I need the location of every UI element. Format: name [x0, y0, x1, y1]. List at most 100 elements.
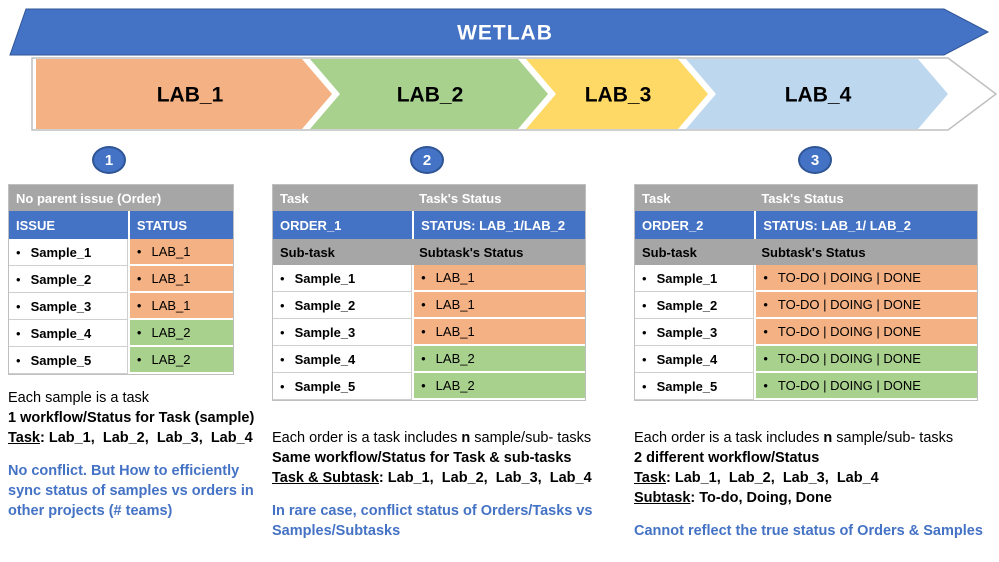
order1-status-cell: STATUS: LAB_1/LAB_2: [412, 211, 585, 239]
status-cell: • TO-DO | DOING | DONE: [754, 373, 977, 400]
bullet: •: [642, 351, 647, 367]
sample-label: Sample_4: [656, 351, 718, 367]
bullet: •: [280, 324, 285, 340]
status-label: TO-DO | DOING | DONE: [777, 270, 921, 285]
note-line: Each order is a task includes n sample/s…: [272, 428, 617, 448]
table-row: • Sample_4 • TO-DO | DOING | DONE: [635, 346, 977, 373]
note-line: Task: Lab_1, Lab_2, Lab_3, Lab_4: [634, 468, 984, 488]
status-cell: • LAB_1: [127, 266, 233, 293]
status-label: LAB_2: [151, 325, 191, 340]
blue-note-1: No conflict. But How to efficiently sync…: [8, 463, 254, 519]
sample-cell: • Sample_1: [635, 265, 755, 292]
status-cell: • TO-DO | DOING | DONE: [754, 346, 977, 373]
table1-title: No parent issue (Order): [9, 185, 233, 211]
status-cell: • LAB_2: [412, 373, 585, 400]
table-row: • Sample_2 • LAB_1: [9, 266, 233, 293]
sample-label: Sample_4: [30, 325, 92, 341]
table2-header-task-status: Task's Status: [412, 185, 585, 211]
table-row: • Sample_3 • TO-DO | DOING | DONE: [635, 319, 977, 346]
lab2-chevron: [310, 59, 548, 129]
table1-header-status: STATUS: [127, 211, 233, 239]
issue-cell: • Sample_4: [9, 320, 128, 347]
status-label: TO-DO | DOING | DONE: [777, 297, 921, 312]
table-row: • Sample_2 • LAB_1: [273, 292, 585, 319]
table3-subtask-header: Sub-task: [635, 239, 755, 265]
sample-cell: • Sample_2: [635, 292, 755, 319]
bullet: •: [280, 297, 285, 313]
bullet: •: [763, 324, 768, 339]
note-text: Each order is a task includes: [272, 430, 462, 446]
table-row: • Sample_3 • LAB_1: [9, 293, 233, 320]
status-label: LAB_1: [435, 324, 475, 339]
bullet: •: [421, 351, 426, 366]
note-text: : Lab_1, Lab_2, Lab_3, Lab_4: [665, 470, 879, 486]
lab4-label: LAB_4: [785, 84, 852, 107]
status-cell: • TO-DO | DOING | DONE: [754, 319, 977, 346]
sample-cell: • Sample_1: [273, 265, 413, 292]
table-row: • Sample_5 • LAB_2: [9, 347, 233, 374]
table-row: • Sample_1 • TO-DO | DOING | DONE: [635, 265, 977, 292]
sample-label: Sample_3: [656, 324, 718, 340]
bullet: •: [16, 244, 21, 260]
table-row: • Sample_4 • LAB_2: [9, 320, 233, 347]
table2-subtask-status-header: Subtask's Status: [412, 239, 585, 265]
note-text: sample/sub- tasks: [832, 430, 954, 446]
bullet: •: [421, 378, 426, 393]
status-cell: • LAB_2: [127, 347, 233, 374]
lab1-label: LAB_1: [157, 84, 224, 107]
note-label: Task: [634, 470, 666, 486]
note-text: : Lab_1, Lab_2, Lab_3, Lab_4: [378, 470, 592, 486]
status-label: LAB_1: [151, 271, 191, 286]
table-row: • Sample_1 • LAB_1: [273, 265, 585, 292]
sample-cell: • Sample_2: [273, 292, 413, 319]
table-row: • Sample_5 • LAB_2: [273, 373, 585, 400]
sample-label: Sample_3: [30, 298, 92, 314]
bullet: •: [16, 352, 21, 368]
status-label: LAB_2: [435, 351, 475, 366]
sample-label: Sample_2: [656, 297, 718, 313]
status-label: LAB_1: [151, 298, 191, 313]
status-label: LAB_1: [435, 270, 475, 285]
wetlab-banner: WETLAB: [9, 8, 990, 56]
badge-2: 2: [410, 146, 444, 174]
bullet: •: [16, 298, 21, 314]
sample-label: Sample_1: [656, 270, 718, 286]
bullet: •: [763, 351, 768, 366]
table2-subtask-header: Sub-task: [273, 239, 413, 265]
labs-arrow-row: LAB_1 LAB_2 LAB_3 LAB_4: [31, 57, 998, 131]
table1-header-issue: ISSUE: [9, 211, 128, 239]
table2-header-task: Task: [273, 185, 413, 211]
status-label: TO-DO | DOING | DONE: [777, 378, 921, 393]
bullet: •: [280, 351, 285, 367]
status-cell: • LAB_2: [412, 346, 585, 373]
bullet: •: [136, 352, 142, 367]
status-cell: • LAB_1: [412, 292, 585, 319]
banner-label: WETLAB: [457, 22, 553, 45]
status-label: TO-DO | DOING | DONE: [777, 324, 921, 339]
note-text: : Lab_1, Lab_2, Lab_3, Lab_4: [39, 430, 253, 446]
sample-label: Sample_2: [294, 297, 356, 313]
sample-cell: • Sample_4: [635, 346, 755, 373]
table3-header-task: Task: [635, 185, 755, 211]
order1-cell: ORDER_1: [273, 211, 413, 239]
sample-label: Sample_1: [30, 244, 92, 260]
status-label: LAB_1: [151, 244, 191, 259]
table-order1: Task Task's Status ORDER_1 STATUS: LAB_1…: [272, 184, 586, 401]
bullet: •: [642, 378, 647, 394]
sample-cell: • Sample_4: [273, 346, 413, 373]
lab4-chevron: [686, 59, 948, 129]
blue-note-3: Cannot reflect the true status of Orders…: [634, 523, 983, 539]
table-no-parent-issue: No parent issue (Order) ISSUE STATUS • Sa…: [8, 184, 234, 375]
bullet: •: [642, 324, 647, 340]
note-text: n: [461, 430, 471, 446]
bullet: •: [16, 271, 21, 287]
note-label: Subtask: [634, 490, 691, 506]
note-text: Each order is a task includes: [634, 430, 824, 446]
bullet: •: [136, 298, 142, 313]
table-row: • Sample_2 • TO-DO | DOING | DONE: [635, 292, 977, 319]
issue-cell: • Sample_3: [9, 293, 128, 320]
sample-cell: • Sample_3: [635, 319, 755, 346]
order2-status-cell: STATUS: LAB_1/ LAB_2: [754, 211, 977, 239]
note-text: 1 workflow/Status for Task (sample): [8, 410, 255, 426]
